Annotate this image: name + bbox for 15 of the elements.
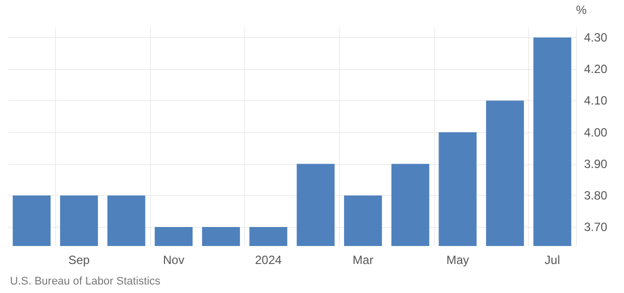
y-tick-label: 3.70 xyxy=(584,220,608,234)
y-axis-title: % xyxy=(576,3,587,17)
y-tick-label: 4.00 xyxy=(584,125,608,140)
y-tick-label: 4.30 xyxy=(584,30,608,44)
y-tick-label: 3.80 xyxy=(584,188,608,202)
x-tick-label: Sep xyxy=(68,253,90,267)
x-tick-label: 2024 xyxy=(254,253,282,267)
x-tick-label: Nov xyxy=(162,253,184,267)
y-tick-label: 4.10 xyxy=(584,94,608,108)
y-tick-label: 3.90 xyxy=(584,156,608,171)
text: U.S. Bureau of Labor Statistics xyxy=(10,276,161,288)
x-tick-label: Jul xyxy=(544,253,560,267)
y-tick-label: 4.20 xyxy=(584,62,608,76)
x-tick-label: Mar xyxy=(352,253,374,267)
x-tick-label: May xyxy=(446,253,470,267)
